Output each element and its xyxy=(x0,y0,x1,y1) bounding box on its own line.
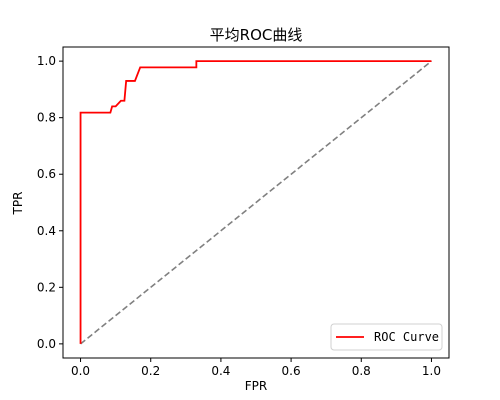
y-tick-label: 0.8 xyxy=(37,111,56,125)
diagonal-reference-line xyxy=(80,60,432,345)
x-tick-label: 0.8 xyxy=(352,364,371,378)
x-tick-label: 1.0 xyxy=(422,364,441,378)
y-tick-label: 0.0 xyxy=(37,337,56,351)
x-tick-label: 0.2 xyxy=(141,364,160,378)
x-tick-label: 0.4 xyxy=(211,364,230,378)
x-tick-label: 0.0 xyxy=(71,364,90,378)
legend-label: ROC Curve xyxy=(374,330,439,344)
y-tick-label: 1.0 xyxy=(37,54,56,68)
plot-frame xyxy=(62,46,450,359)
y-tick-label: 0.6 xyxy=(37,167,56,181)
plot-area xyxy=(62,46,450,359)
y-axis: 0.0 0.2 0.4 0.6 0.8 1.0 xyxy=(37,54,63,351)
chart-title: 平均ROC曲线 xyxy=(210,26,303,44)
roc-curve-line xyxy=(79,60,432,344)
y-tick-label: 0.2 xyxy=(37,280,56,294)
legend-box xyxy=(330,323,443,351)
x-axis: 0.0 0.2 0.4 0.6 0.8 1.0 xyxy=(71,358,441,378)
y-axis-label: TPR xyxy=(11,192,25,216)
x-axis-label: FPR xyxy=(245,379,267,393)
x-tick-label: 0.6 xyxy=(282,364,301,378)
legend: ROC Curve xyxy=(330,323,443,351)
y-tick-label: 0.4 xyxy=(37,224,56,238)
